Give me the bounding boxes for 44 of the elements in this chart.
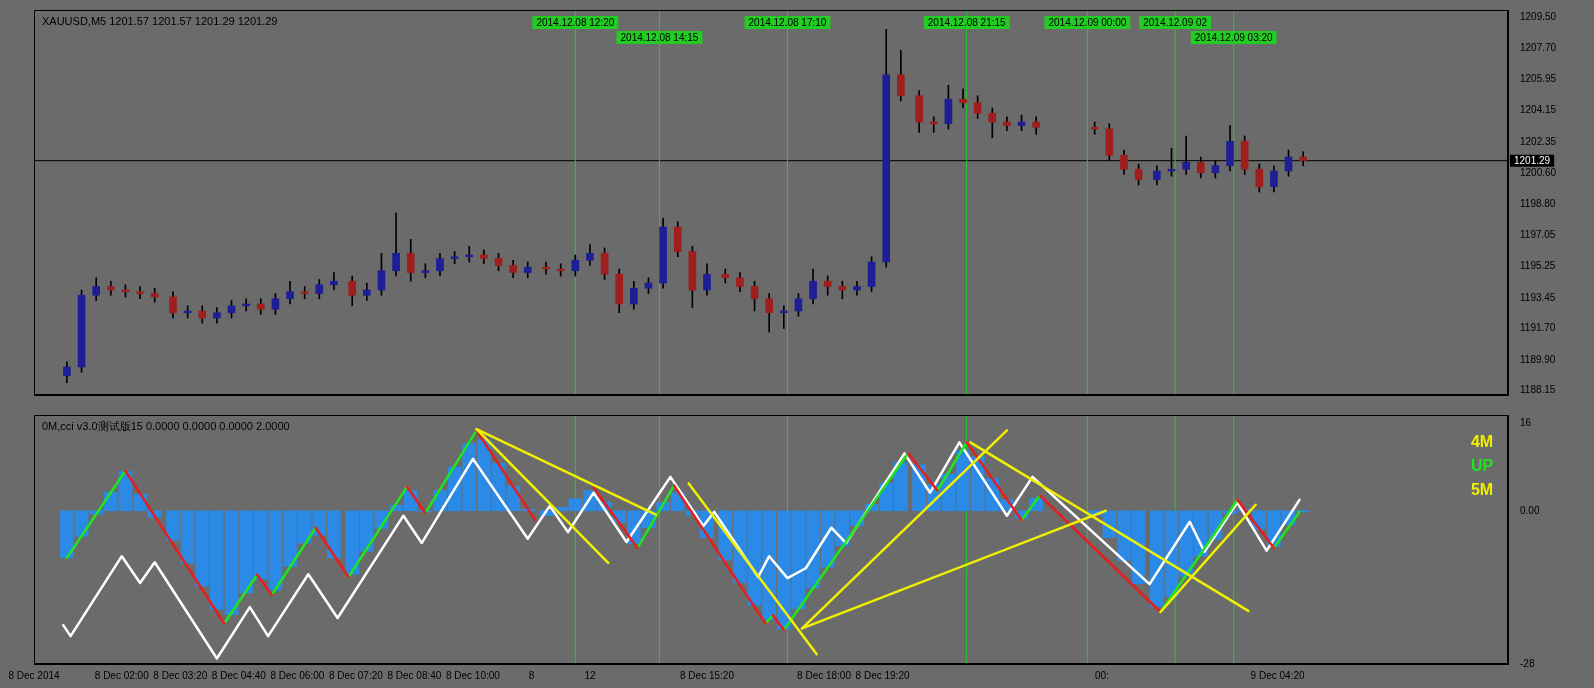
- y-tick-label: 1188.15: [1520, 384, 1556, 396]
- ref-line-label: 2014.12.08 14:15: [620, 31, 699, 43]
- y-tick-label: 1200.60: [1520, 166, 1557, 178]
- x-tick-label: 8 Dec 10:00: [445, 669, 501, 681]
- y-tick-label: -28: [1520, 657, 1535, 669]
- x-tick-label: 8 Dec 06:00: [270, 669, 325, 681]
- y-tick-label: 16: [1520, 416, 1532, 428]
- text: 0M,cci v3.0测试版15 0.0000 0.0000 0.0000 2.0000: [42, 420, 290, 433]
- ref-line-label: 2014.12.08 17:10: [748, 16, 827, 28]
- y-tick-label: 1195.25: [1520, 260, 1556, 272]
- x-tick-label: 9 Dec 04:20: [1250, 669, 1305, 681]
- x-tick-label: 8: [528, 669, 535, 681]
- y-tick-label: 1209.50: [1520, 10, 1557, 22]
- x-tick-label: 8 Dec 2014: [8, 669, 61, 681]
- x-tick-label: 8 Dec 19:20: [855, 669, 910, 681]
- ref-line-label: 2014.12.08 21:15: [927, 16, 1007, 28]
- x-tick-label: 8 Dec 02:00: [94, 669, 150, 681]
- ref-line-label: 2014.12.08 12:20: [536, 16, 615, 28]
- y-tick-label: 1189.90: [1520, 353, 1556, 365]
- y-tick-label: 1198.80: [1520, 198, 1556, 209]
- y-tick-label: 1197.05: [1520, 228, 1556, 240]
- x-tick-label: 00:: [1095, 669, 1109, 681]
- y-tick-label: 1205.95: [1520, 72, 1557, 84]
- ref-line-label: 2014.12.09 02: [1143, 16, 1208, 28]
- text: XAUUSD,M5 1201.57 1201.57 1201.29 1201.29: [42, 15, 278, 28]
- x-tick-label: 8 Dec 15:20: [680, 669, 735, 681]
- y-tick-label: 1191.70: [1520, 322, 1556, 334]
- ref-line-label: 2014.12.09 03:20: [1194, 31, 1274, 43]
- y-tick-label: 0.00: [1520, 504, 1540, 516]
- annotation: UP: [1470, 457, 1494, 475]
- y-tick-label: 1204.15: [1520, 104, 1557, 116]
- x-tick-label: 8 Dec 18:00: [797, 669, 852, 681]
- y-tick-label: 1207.70: [1520, 42, 1557, 54]
- x-tick-label: 12: [584, 669, 596, 681]
- annotation: 5M: [1470, 481, 1494, 499]
- annotation: 4M: [1470, 433, 1494, 451]
- x-tick-label: 8 Dec 03:20: [153, 669, 208, 681]
- x-tick-label: 8 Dec 04:40: [211, 669, 267, 681]
- ref-line-label: 1201.29: [1514, 154, 1551, 166]
- y-tick-label: 1193.45: [1520, 291, 1556, 303]
- x-tick-label: 8 Dec 07:20: [328, 669, 384, 681]
- y-tick-label: 1202.35: [1520, 135, 1557, 147]
- ref-line-label: 2014.12.09 00:00: [1048, 16, 1127, 28]
- x-tick-label: 8 Dec 08:40: [387, 669, 442, 681]
